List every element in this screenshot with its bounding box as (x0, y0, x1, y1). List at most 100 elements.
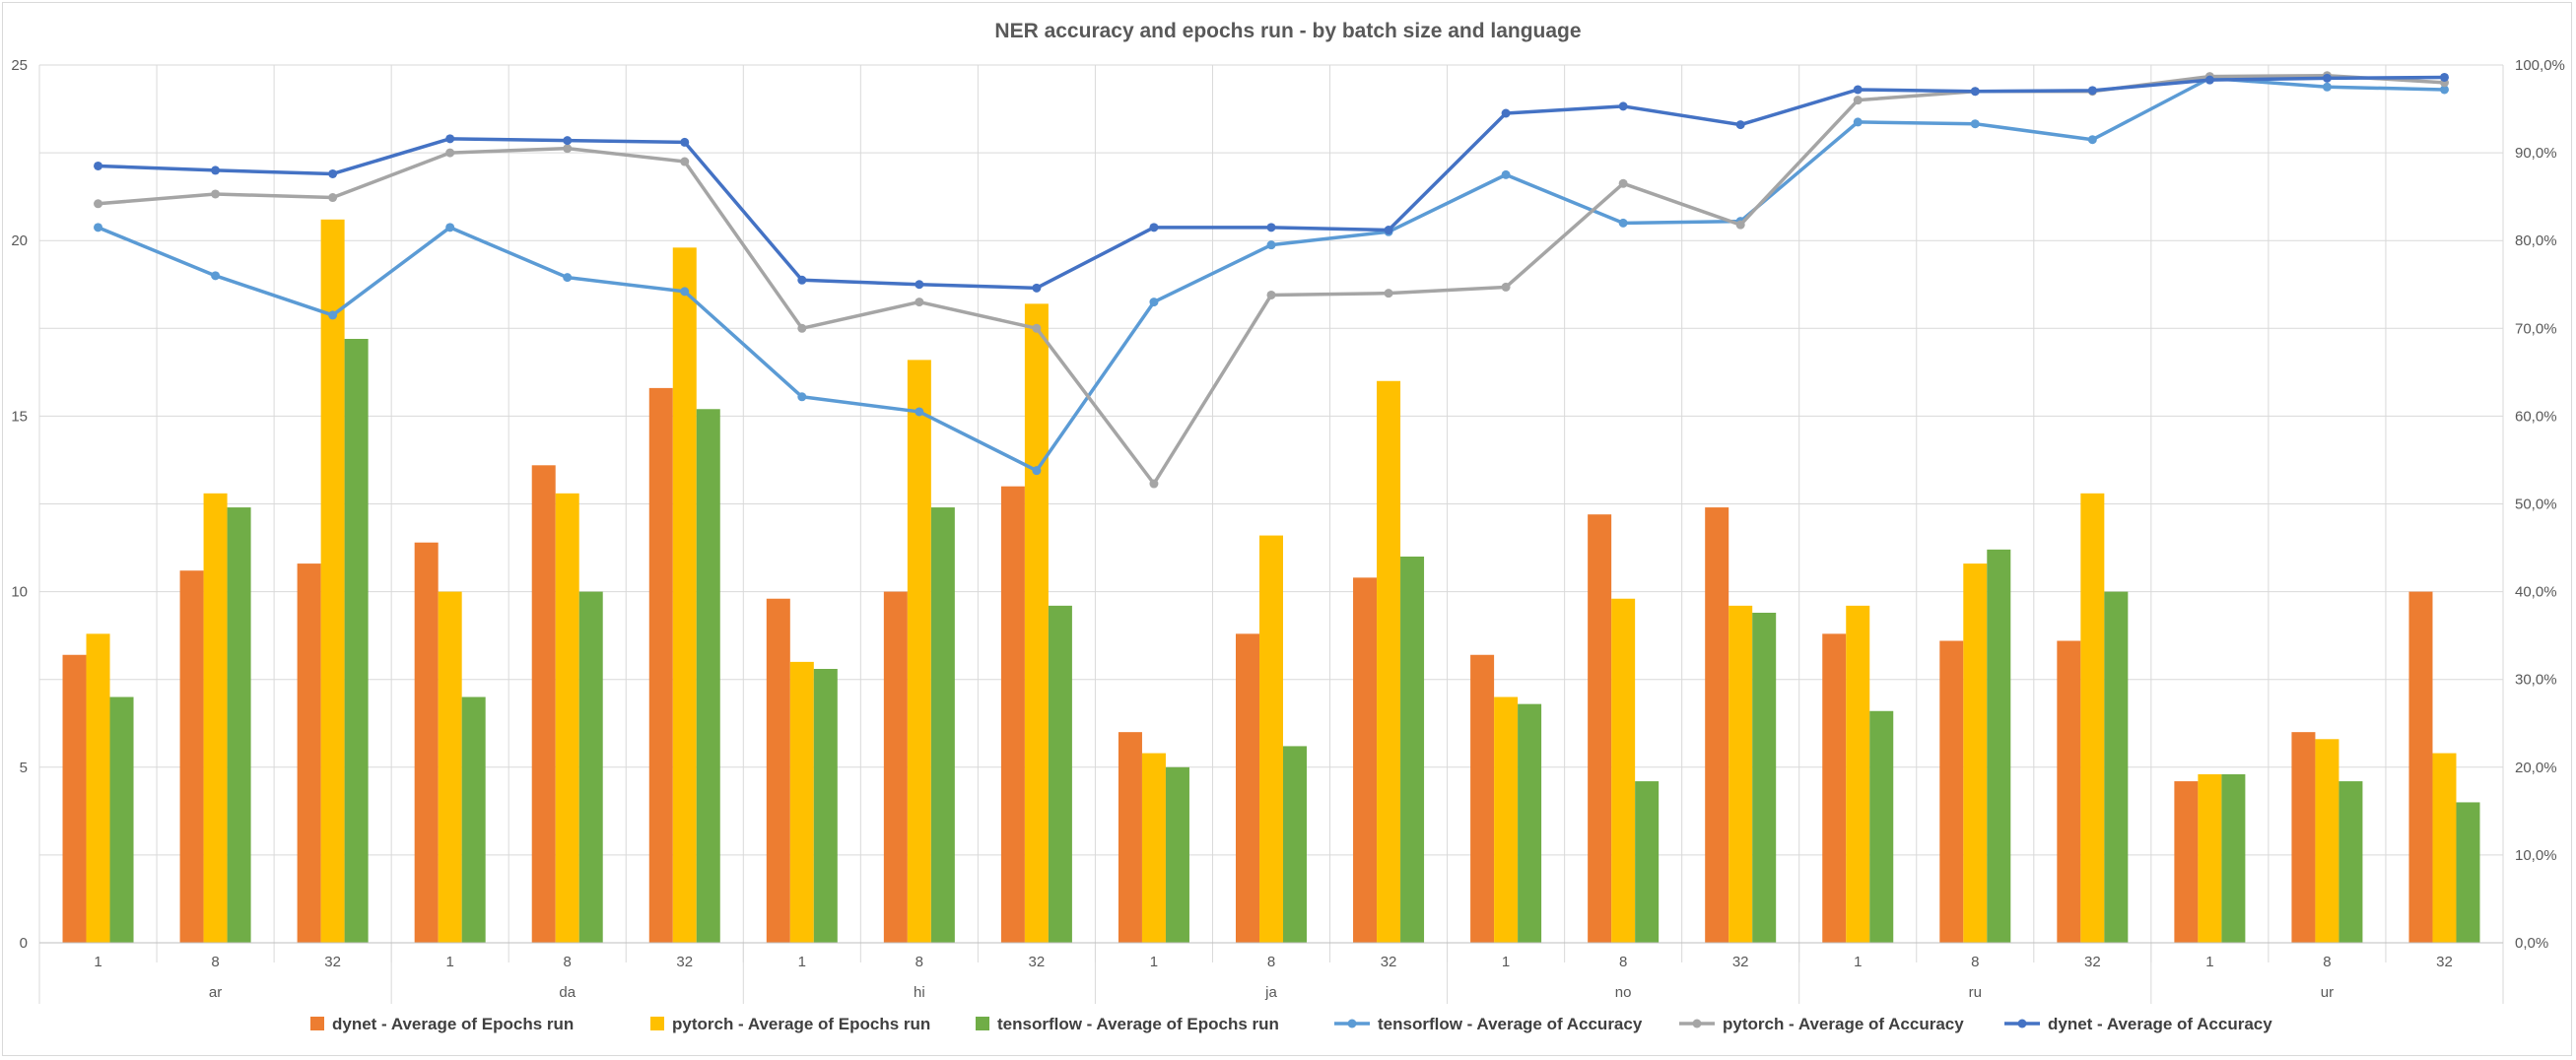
bar-pytorch (555, 493, 579, 943)
bar-tensorflow (2456, 802, 2480, 943)
point-pytorch (1149, 479, 1159, 489)
bar-dynet (648, 387, 673, 943)
point-dynet (1970, 87, 1980, 97)
point-tensorflow (2087, 135, 2097, 145)
y-right-tick-label: 60,0% (2515, 408, 2557, 425)
point-dynet (1618, 101, 1628, 111)
bar-tensorflow (813, 669, 838, 943)
chart-title: NER accuracy and epochs run - by batch s… (994, 20, 1581, 42)
y-right-tick-label: 20,0% (2515, 760, 2557, 776)
category-label: 32 (2084, 954, 2101, 970)
bar-pytorch (2315, 739, 2339, 943)
legend-marker (2017, 1019, 2027, 1028)
y-left-tick-label: 15 (11, 408, 28, 425)
bar-pytorch (438, 591, 462, 943)
point-dynet (2322, 73, 2332, 83)
y-left-tick-label: 5 (20, 760, 28, 776)
legend-label: dynet - Average of Accuracy (2048, 1015, 2272, 1033)
point-pytorch (1384, 289, 1393, 298)
group-label: ja (1264, 984, 1277, 1001)
point-tensorflow (1501, 169, 1511, 179)
point-tensorflow (797, 392, 807, 402)
point-pytorch (915, 298, 924, 307)
category-label: 1 (94, 954, 102, 970)
bar-tensorflow (1987, 549, 2011, 943)
bar-dynet (883, 591, 908, 943)
bar-pytorch (1494, 696, 1519, 943)
point-tensorflow (445, 223, 455, 232)
bar-pytorch (2198, 773, 2222, 943)
bar-tensorflow (109, 696, 134, 943)
y-right-tick-label: 100,0% (2515, 57, 2565, 74)
bar-dynet (531, 465, 556, 943)
legend-label: pytorch - Average of Accuracy (1723, 1015, 1964, 1033)
bar-dynet (1353, 577, 1378, 943)
point-tensorflow (1266, 240, 1276, 250)
legend-marker (1347, 1019, 1357, 1028)
point-dynet (1384, 226, 1393, 235)
y-left-tick-label: 0 (20, 935, 28, 952)
bar-dynet (2057, 640, 2081, 943)
category-label: 1 (2205, 954, 2213, 970)
point-dynet (1735, 120, 1745, 130)
bar-pytorch (320, 219, 345, 944)
point-tensorflow (94, 223, 103, 232)
point-pytorch (1618, 178, 1628, 188)
point-dynet (94, 161, 103, 170)
bar-tensorflow (2104, 591, 2129, 943)
line-dynet (98, 75, 2445, 291)
category-label: 1 (1150, 954, 1158, 970)
category-label: 8 (1971, 954, 1979, 970)
point-pytorch (445, 148, 455, 158)
category-label: 8 (211, 954, 219, 970)
legend-label: tensorflow - Average of Epochs run (997, 1015, 1279, 1033)
bar-tensorflow (1283, 746, 1307, 943)
bar-dynet (2291, 732, 2316, 943)
category-label: 32 (2436, 954, 2453, 970)
point-tensorflow (1032, 466, 1042, 476)
legend-swatch (976, 1017, 989, 1030)
bar-pytorch (203, 493, 228, 943)
bar-dynet (1588, 514, 1612, 943)
bar-tensorflow (1518, 703, 1542, 943)
y-left-tick-label: 25 (11, 57, 28, 74)
y-right-tick-label: 40,0% (2515, 584, 2557, 601)
point-dynet (680, 137, 690, 147)
category-label: 8 (564, 954, 572, 970)
point-pytorch (563, 144, 573, 154)
bar-tensorflow (696, 409, 720, 944)
category-label: 32 (1029, 954, 1046, 970)
y-left-tick-label: 10 (11, 584, 28, 601)
category-label: 8 (2323, 954, 2331, 970)
point-dynet (915, 280, 924, 290)
bar-pytorch (1963, 563, 1988, 943)
point-tensorflow (1618, 218, 1628, 228)
bar-tensorflow (1048, 605, 1072, 943)
bar-tensorflow (2221, 773, 2246, 943)
point-dynet (1266, 223, 1276, 232)
point-pytorch (328, 193, 338, 203)
point-tensorflow (211, 271, 221, 281)
y-right-tick-label: 70,0% (2515, 320, 2557, 337)
point-pytorch (1853, 96, 1863, 105)
y-right-tick-label: 80,0% (2515, 232, 2557, 249)
bar-pytorch (907, 360, 931, 944)
point-pytorch (1032, 323, 1042, 333)
category-label: 8 (915, 954, 923, 970)
bar-pytorch (789, 661, 814, 943)
point-tensorflow (1970, 119, 1980, 129)
bar-pytorch (1024, 303, 1049, 943)
point-tensorflow (563, 273, 573, 283)
point-dynet (2439, 72, 2449, 82)
bar-dynet (62, 654, 87, 943)
y-left-tick-label: 20 (11, 232, 28, 249)
bar-pytorch (1141, 753, 1166, 943)
category-label: 32 (676, 954, 693, 970)
group-label: hi (914, 984, 925, 1001)
point-dynet (445, 134, 455, 144)
bar-dynet (179, 570, 204, 943)
category-label: 32 (324, 954, 341, 970)
y-right-tick-label: 30,0% (2515, 672, 2557, 689)
bar-tensorflow (1400, 556, 1425, 943)
